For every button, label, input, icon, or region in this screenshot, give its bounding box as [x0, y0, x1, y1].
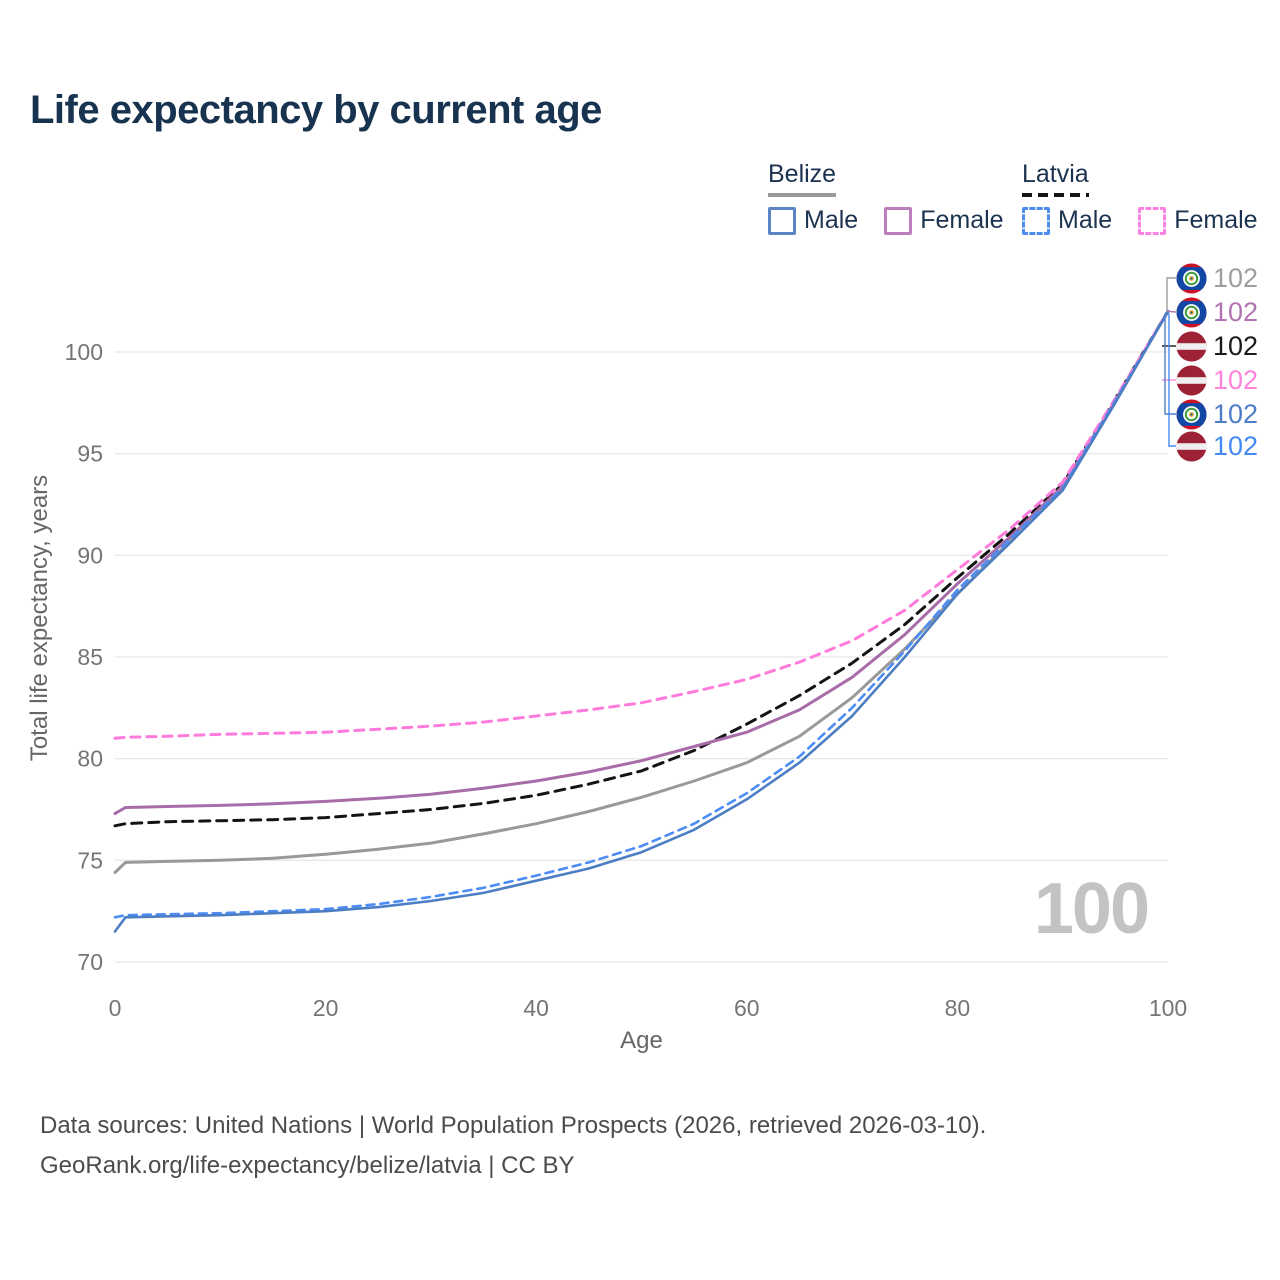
x-tick-80: 80	[945, 995, 971, 1021]
leader-line-4	[1164, 313, 1176, 415]
page-title: Life expectancy by current age	[30, 88, 602, 132]
footer-attribution: GeoRank.org/life-expectancy/belize/latvi…	[40, 1152, 575, 1179]
latvia-flag-icon	[1176, 364, 1207, 396]
legend-item-belize-male-label: Male	[804, 206, 859, 234]
legend-item-belize-male[interactable]: Male	[768, 206, 858, 235]
x-tick-0: 0	[109, 995, 122, 1021]
line-latvia-female[interactable]	[113, 309, 1170, 740]
y-tick-80: 80	[77, 746, 103, 772]
latvia-flag-icon	[1176, 330, 1207, 362]
legend-item-latvia-female[interactable]: Female	[1138, 206, 1258, 235]
end-label-belize: 102	[1176, 262, 1258, 294]
x-tick-20: 20	[313, 995, 339, 1021]
legend-item-latvia-female-label: Female	[1174, 206, 1258, 234]
belize-solid-line-sample	[768, 193, 837, 197]
legend-group-latvia: Latvia Male Female	[1022, 160, 1258, 235]
end-label-value: 102	[1213, 263, 1259, 293]
x-tick-60: 60	[734, 995, 760, 1021]
legend-group-belize: Belize Male Female	[768, 160, 1004, 235]
line-belize[interactable]	[113, 309, 1170, 874]
belize-male-swatch-icon	[768, 206, 796, 235]
leader-line-0	[1166, 277, 1176, 312]
y-tick-100: 100	[65, 339, 103, 365]
end-label-latvia: 102	[1176, 330, 1258, 362]
legend-header-latvia[interactable]: Latvia	[1022, 160, 1089, 197]
legend-item-latvia-male[interactable]: Male	[1022, 206, 1112, 235]
y-tick-70: 70	[77, 949, 103, 975]
x-tick-40: 40	[523, 995, 549, 1021]
footer-data-sources: Data sources: United Nations | World Pop…	[40, 1112, 987, 1139]
x-axis-label: Age	[620, 1027, 663, 1054]
latvia-flag-icon	[1176, 430, 1207, 462]
line-belize-male[interactable]	[113, 309, 1170, 933]
x-tick-100: 100	[1149, 995, 1187, 1021]
end-label-belize-male: 102	[1176, 398, 1258, 430]
end-label-latvia-male: 102	[1176, 430, 1258, 462]
belize-female-swatch-icon	[884, 206, 913, 235]
end-label-value: 102	[1213, 399, 1259, 429]
legend-header-belize[interactable]: Belize	[768, 160, 837, 197]
y-tick-90: 90	[77, 542, 103, 568]
belize-flag-icon	[1176, 296, 1207, 328]
belize-flag-icon	[1176, 398, 1207, 430]
end-label-latvia-female: 102	[1176, 364, 1258, 396]
y-tick-85: 85	[77, 644, 103, 670]
latvia-dashed-line-sample	[1022, 193, 1089, 197]
legend-header-latvia-label: Latvia	[1022, 160, 1089, 188]
end-label-value: 102	[1213, 365, 1259, 395]
latvia-female-swatch-icon	[1138, 206, 1167, 235]
end-label-belize-female: 102	[1176, 296, 1258, 328]
y-tick-95: 95	[77, 441, 103, 467]
line-latvia[interactable]	[113, 309, 1170, 828]
line-belize-female[interactable]	[113, 309, 1170, 816]
legend-item-belize-female-label: Female	[920, 206, 1004, 234]
end-label-value: 102	[1213, 297, 1259, 327]
belize-flag-icon	[1176, 262, 1207, 294]
legend-item-belize-female[interactable]: Female	[884, 206, 1004, 235]
leader-line-1	[1166, 310, 1177, 313]
latvia-male-swatch-icon	[1022, 206, 1050, 235]
leader-line-5	[1168, 313, 1176, 447]
end-label-value: 102	[1213, 331, 1259, 361]
line-latvia-male[interactable]	[113, 309, 1170, 919]
current-age-watermark: 100	[1033, 869, 1150, 949]
legend-header-belize-label: Belize	[768, 160, 837, 188]
legend-item-latvia-male-label: Male	[1058, 206, 1113, 234]
end-label-value: 102	[1213, 431, 1259, 461]
y-tick-75: 75	[77, 847, 103, 873]
y-axis-label: Total life expectancy, years	[26, 475, 53, 761]
footer: Data sources: United Nations | World Pop…	[40, 1106, 986, 1186]
